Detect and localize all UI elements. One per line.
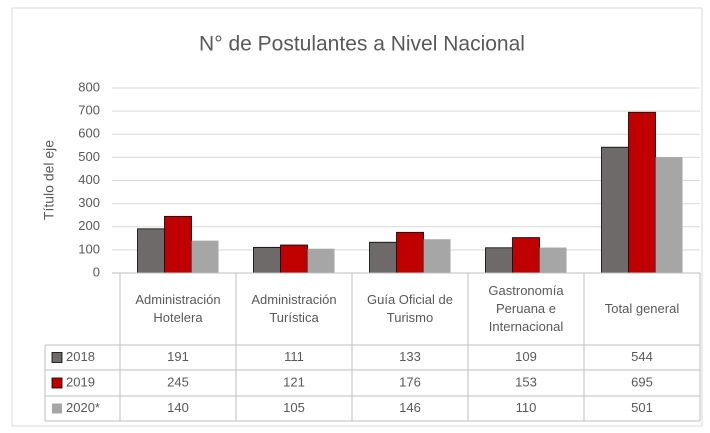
y-tick-label: 500 (78, 149, 100, 164)
bar (655, 157, 683, 273)
table-value: 544 (631, 349, 653, 364)
y-tick-label: 0 (93, 264, 100, 279)
bar (423, 239, 451, 273)
y-tick-label: 400 (78, 172, 100, 187)
bar (137, 228, 165, 274)
table-value: 501 (631, 400, 653, 415)
bar (485, 247, 513, 274)
bar (253, 246, 281, 274)
legend-label: 2020* (66, 400, 100, 415)
table-value: 245 (167, 374, 189, 389)
category-label: Guía Oficial de Turismo (367, 292, 453, 325)
y-axis-title: Título del eje (41, 140, 57, 220)
table-value: 110 (516, 400, 537, 415)
bar (628, 111, 656, 274)
category-label: Administración Hotelera (135, 292, 221, 325)
legend-label: 2019 (66, 374, 95, 389)
table-value: 133 (399, 349, 421, 364)
table-value: 140 (167, 400, 189, 415)
bar (307, 248, 335, 273)
legend-key (52, 403, 62, 414)
table-value: 121 (283, 374, 305, 389)
bar (601, 146, 629, 274)
bar (396, 231, 424, 274)
category-label: Administración Turística (251, 292, 337, 325)
chart-border (11, 7, 703, 427)
legend-label: 2018 (66, 349, 95, 364)
category-label: Total general (604, 301, 680, 316)
bar (512, 237, 540, 274)
legend-key (51, 352, 63, 363)
table-value: 105 (283, 400, 305, 415)
legend-key (51, 377, 63, 389)
bar (164, 215, 192, 274)
y-tick-label: 600 (78, 126, 100, 141)
bar (191, 240, 219, 273)
y-tick-label: 700 (78, 103, 100, 118)
category-label: Gastronomía Peruana e Internacional (488, 283, 564, 334)
table-value: 146 (399, 400, 421, 415)
y-tick-label: 800 (78, 79, 100, 94)
y-tick-label: 300 (78, 195, 100, 210)
table-value: 153 (515, 374, 537, 389)
bar (280, 244, 308, 274)
y-tick-label: 200 (78, 218, 100, 233)
chart-title: N° de Postulantes a Nivel Nacional (199, 33, 525, 56)
bar (369, 241, 397, 274)
table-value: 176 (399, 374, 421, 389)
table-value: 109 (515, 349, 537, 364)
table-value: 191 (167, 349, 189, 364)
table-value: 111 (284, 349, 304, 364)
bar (539, 247, 567, 273)
y-tick-label: 100 (78, 241, 100, 256)
table-value: 695 (631, 374, 653, 389)
